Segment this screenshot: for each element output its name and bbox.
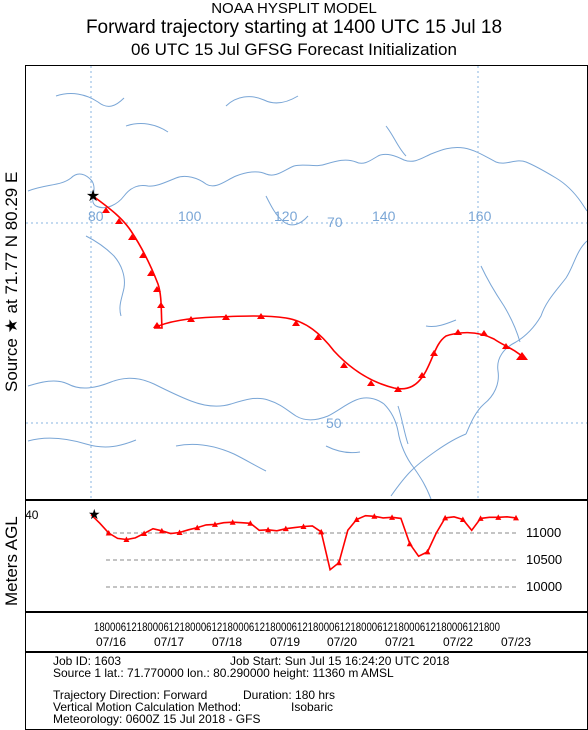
altitude-chart: 11340 11000 10500 10000 ★	[26, 506, 562, 594]
lon-label-120: 120	[274, 208, 298, 224]
altitude-point	[176, 529, 183, 535]
altitude-point	[123, 536, 130, 542]
date-label-0721: 07/21	[385, 635, 415, 649]
date-label-0718: 07/18	[212, 635, 242, 649]
altitude-panel: 11340 11000 10500 10000 ★	[25, 500, 588, 612]
start-height-label: 11340	[26, 508, 39, 522]
altitude-point	[406, 540, 413, 547]
date-label-0717: 07/17	[154, 635, 184, 649]
altitude-point	[229, 519, 236, 525]
altitude-point	[459, 516, 466, 522]
date-label-0720: 07/20	[327, 635, 357, 649]
altitude-point	[353, 516, 360, 522]
model-name: NOAA HYSPLIT MODEL	[211, 0, 377, 17]
page-title: Forward trajectory starting at 1400 UTC …	[85, 17, 503, 38]
source-location-label: Source ★ at 71.77 N 80.29 E	[2, 171, 21, 392]
map-svg: 80 100 120 140 160 70 50 ★	[26, 66, 587, 499]
altitude-point	[424, 548, 431, 555]
lat-label-70: 70	[327, 214, 343, 230]
graticule-labels: 80 100 120 140 160 70 50	[88, 208, 492, 431]
trajectory-markers	[102, 207, 528, 392]
star-icon: ★	[86, 188, 100, 205]
coastlines	[27, 93, 587, 499]
altitude-axis-label: Meters AGL	[2, 516, 21, 606]
altitude-point	[141, 530, 148, 537]
duration: Duration: 180 hrs	[243, 688, 336, 702]
altitude-point	[389, 514, 396, 520]
ytick-10000: 10000	[526, 579, 562, 594]
lon-label-160: 160	[468, 208, 492, 224]
altitude-point	[282, 525, 289, 532]
vertical-motion-method: Vertical Motion Calculation Method:	[53, 700, 242, 714]
source-coordinates: Source 1 lat.: 71.770000 lon.: 80.290000…	[53, 666, 394, 680]
altitude-point	[158, 527, 165, 534]
altitude-point	[335, 559, 342, 566]
altitude-point	[513, 514, 519, 521]
altitude-line	[90, 514, 517, 572]
hour-ticks: 1800061218000612180006121800061218000612…	[94, 620, 500, 634]
date-label-0722: 07/22	[443, 635, 473, 649]
date-label-0719: 07/19	[270, 635, 300, 649]
altitude-point	[318, 528, 325, 535]
ytick-11000: 11000	[526, 525, 561, 540]
trajectory-path	[92, 195, 525, 390]
vertical-motion-value: Isobaric	[291, 700, 334, 714]
date-label-0723: 07/23	[501, 635, 531, 649]
altitude-series	[90, 513, 519, 572]
altitude-point	[442, 514, 449, 521]
star-icon: ★	[88, 506, 101, 522]
lon-label-100: 100	[178, 208, 202, 224]
altitude-point	[211, 521, 218, 527]
date-label-0716: 07/16	[96, 635, 126, 649]
altitude-point	[371, 513, 378, 519]
altitude-point	[300, 523, 307, 530]
lon-label-80: 80	[88, 208, 104, 224]
ytick-10500: 10500	[526, 552, 562, 567]
trajectory-direction: Trajectory Direction: Forward	[53, 688, 208, 702]
time-axis: 1800061218000612180006121800061218000612…	[94, 620, 531, 649]
lat-label-50: 50	[326, 415, 342, 431]
page-subtitle: 06 UTC 15 Jul GFSG Forecast Initializati…	[131, 40, 457, 59]
time-axis-panel: 1800061218000612180006121800061218000612…	[25, 612, 588, 652]
altitude-point	[247, 520, 254, 526]
job-id: Job ID: 1603	[53, 654, 122, 668]
lon-label-140: 140	[372, 208, 396, 224]
meteorology: Meteorology: 0600Z 15 Jul 2018 - GFS	[53, 712, 261, 726]
altitude-point	[265, 526, 272, 533]
graticule	[26, 66, 587, 499]
job-start: Job Start: Sun Jul 15 16:24:20 UTC 2018	[230, 654, 450, 668]
altitude-point	[495, 514, 502, 520]
altitude-point	[194, 524, 201, 531]
job-info-panel: Job ID: 1603 Job Start: Sun Jul 15 16:24…	[25, 652, 588, 730]
trajectory-map: 80 100 120 140 160 70 50 ★	[25, 65, 588, 500]
altitude-point	[105, 530, 112, 536]
altitude-point	[477, 515, 484, 521]
